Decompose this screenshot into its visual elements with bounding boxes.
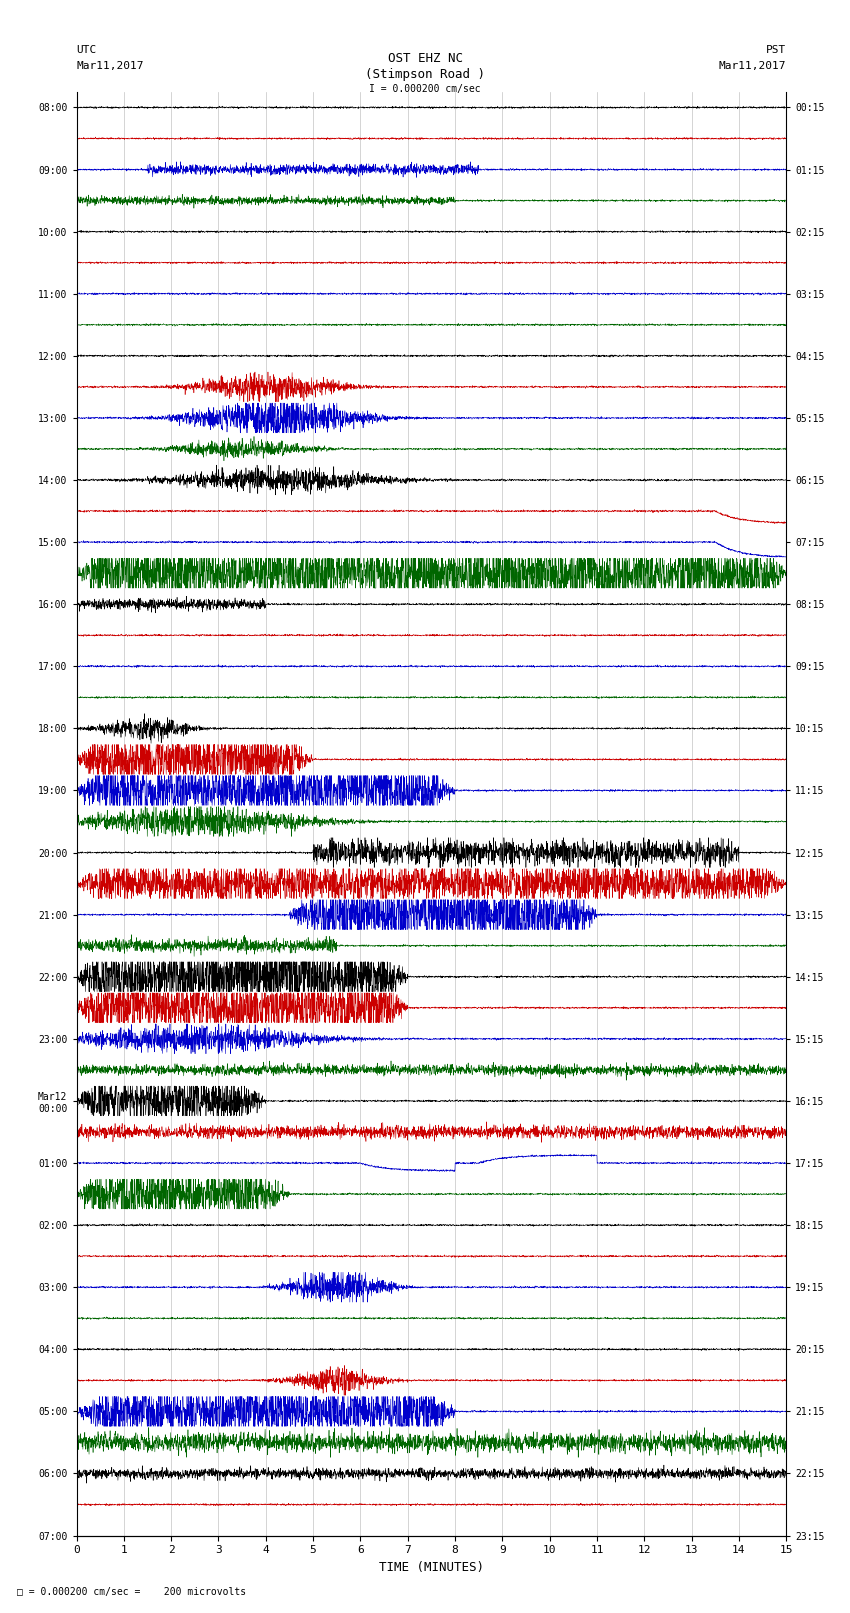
X-axis label: TIME (MINUTES): TIME (MINUTES)	[379, 1561, 484, 1574]
Text: UTC: UTC	[76, 45, 97, 55]
Text: □ = 0.000200 cm/sec =    200 microvolts: □ = 0.000200 cm/sec = 200 microvolts	[17, 1587, 246, 1597]
Text: Mar11,2017: Mar11,2017	[76, 61, 144, 71]
Text: (Stimpson Road ): (Stimpson Road )	[365, 68, 485, 81]
Text: OST EHZ NC: OST EHZ NC	[388, 52, 462, 65]
Text: Mar11,2017: Mar11,2017	[719, 61, 786, 71]
Text: I = 0.000200 cm/sec: I = 0.000200 cm/sec	[369, 84, 481, 94]
Text: PST: PST	[766, 45, 786, 55]
